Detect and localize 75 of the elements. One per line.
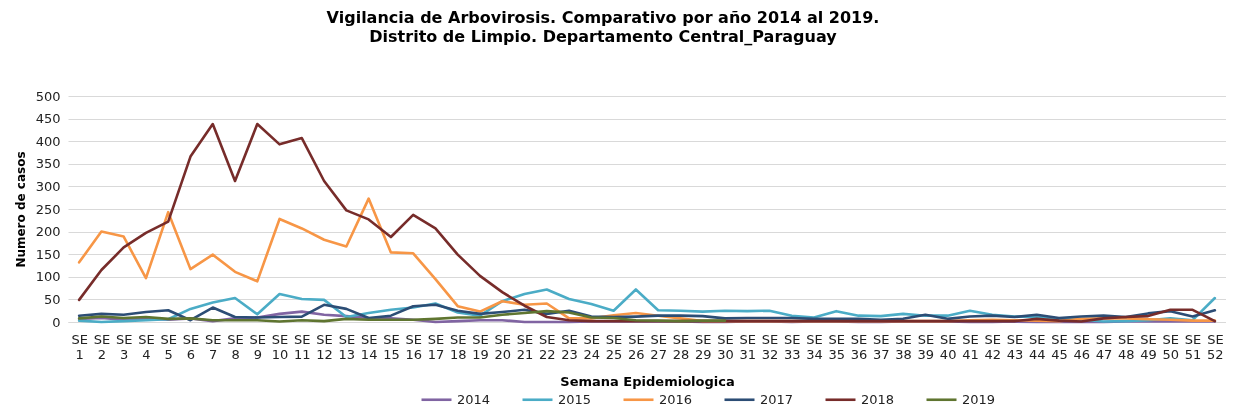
y-axis-title: Numero de casos xyxy=(13,151,28,268)
x-tick-label: SE 49 xyxy=(1140,331,1157,362)
x-tick-label: SE 50 xyxy=(1162,331,1180,362)
x-tick-label: SE 52 xyxy=(1207,331,1224,362)
x-tick-label: SE 37 xyxy=(873,331,890,362)
x-tick-label: SE 48 xyxy=(1118,331,1135,362)
legend-label: 2014 xyxy=(457,391,491,407)
x-tick-label: SE 5 xyxy=(160,331,177,362)
y-tick-label: 100 xyxy=(35,269,61,285)
legend-label: 2018 xyxy=(861,391,895,407)
x-tick-label: SE 16 xyxy=(405,331,422,362)
y-tick-label: 50 xyxy=(43,291,61,307)
x-axis-title: Semana Epidemiologica xyxy=(560,373,735,389)
x-tick-label: SE 36 xyxy=(850,331,868,362)
x-tick-label: SE 4 xyxy=(138,331,155,362)
x-tick-label: SE 6 xyxy=(182,331,200,362)
y-tick-label: 150 xyxy=(35,246,61,262)
y-tick-label: 400 xyxy=(35,133,61,149)
x-tick-label: SE 11 xyxy=(294,331,311,362)
y-tick-label: 250 xyxy=(35,201,61,217)
x-tick-label: SE 18 xyxy=(449,331,467,362)
legend-label: 2019 xyxy=(962,391,996,407)
y-tick-label: 500 xyxy=(35,88,61,104)
x-tick-label: SE 51 xyxy=(1184,331,1202,362)
x-tick-label: SE 42 xyxy=(984,331,1001,362)
x-tick-label: SE 44 xyxy=(1028,331,1046,362)
y-tick-label: 350 xyxy=(35,156,61,172)
x-tick-label: SE 32 xyxy=(761,331,779,362)
legend-label: 2016 xyxy=(659,391,693,407)
x-tick-label: SE 7 xyxy=(205,331,222,362)
y-tick-label: 300 xyxy=(35,178,61,194)
x-tick-label: SE 10 xyxy=(271,331,289,362)
y-tick-label: 450 xyxy=(35,111,61,127)
x-tick-label: SE 33 xyxy=(783,331,801,362)
x-tick-label: SE 21 xyxy=(516,331,534,362)
x-tick-label: SE 17 xyxy=(427,331,445,362)
x-tick-label: SE 8 xyxy=(227,331,244,362)
x-tick-label: SE 2 xyxy=(93,331,111,362)
x-tick-label: SE 40 xyxy=(939,331,957,362)
x-tick-label: SE 3 xyxy=(115,331,133,362)
x-tick-label: SE 27 xyxy=(650,331,667,362)
x-tick-label: SE 20 xyxy=(494,331,512,362)
x-tick-label: SE 14 xyxy=(360,331,378,362)
x-tick-label: SE 9 xyxy=(249,331,267,362)
x-tick-label: SE 30 xyxy=(717,331,734,362)
x-tick-label: SE 26 xyxy=(628,331,645,362)
x-tick-label: SE 1 xyxy=(71,331,88,362)
x-tick-label: SE 15 xyxy=(383,331,400,362)
x-tick-label: SE 29 xyxy=(694,331,712,362)
y-tick-label: 200 xyxy=(35,224,61,240)
x-tick-label: SE 19 xyxy=(472,331,489,362)
x-tick-label: SE 39 xyxy=(917,331,935,362)
x-tick-label: SE 24 xyxy=(583,331,601,362)
x-tick-label: SE 46 xyxy=(1073,331,1091,362)
y-tick-label: 0 xyxy=(52,314,61,330)
x-tick-label: SE 45 xyxy=(1051,331,1068,362)
line-series xyxy=(77,309,727,323)
x-tick-label: SE 35 xyxy=(828,331,846,362)
chart-title: Vigilancia de Arbovirosis. Comparativo por año 2014 al 2019. Distrito de Limpio. Departamento Central_Paraguay xyxy=(326,8,880,46)
x-tick-label: SE 38 xyxy=(895,331,912,362)
x-tick-label: SE 34 xyxy=(806,331,823,362)
legend-label: 2015 xyxy=(558,391,592,407)
x-tick-label: SE 28 xyxy=(672,331,690,362)
x-tick-label: SE 23 xyxy=(561,331,578,362)
x-tick-label: SE 47 xyxy=(1095,331,1113,362)
x-tick-label: SE 13 xyxy=(338,331,356,362)
x-tick-label: SE 25 xyxy=(605,331,623,362)
x-tick-label: SE 22 xyxy=(539,331,556,362)
x-tick-label: SE 31 xyxy=(739,331,756,362)
line-series xyxy=(77,303,1217,322)
legend-label: 2017 xyxy=(760,391,794,407)
x-tick-label: SE 41 xyxy=(962,331,979,362)
x-tick-label: SE 12 xyxy=(316,331,333,362)
x-tick-label: SE 43 xyxy=(1006,331,1024,362)
line-series xyxy=(77,122,1217,323)
